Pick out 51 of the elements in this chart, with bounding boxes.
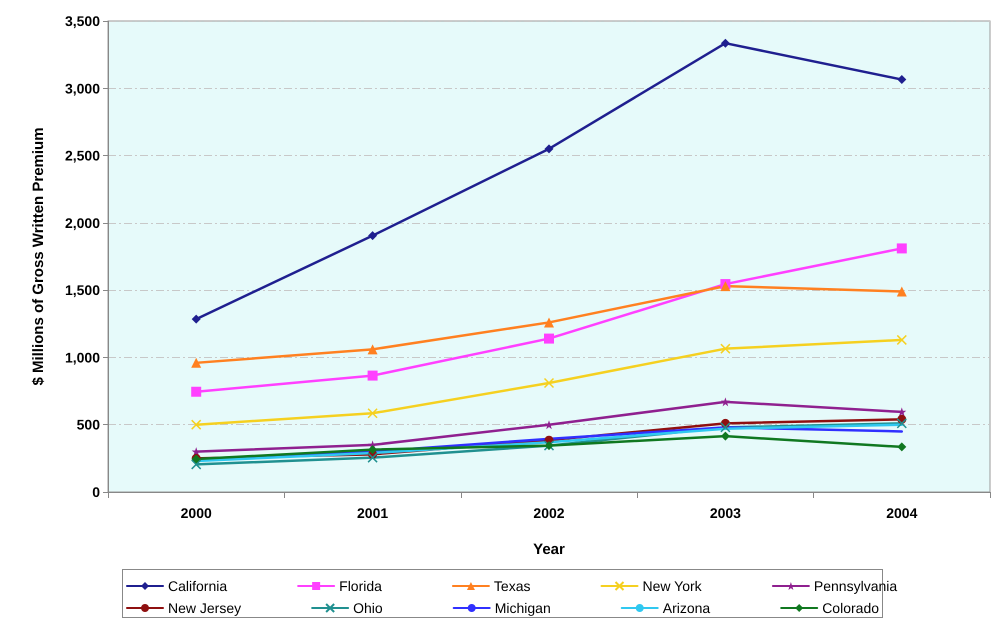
point [544, 378, 554, 388]
x-tick-label: 2004 [886, 505, 918, 521]
y-tick-label: 1,500 [64, 282, 100, 298]
legend-label: New York [642, 578, 703, 594]
point [720, 422, 731, 433]
point [368, 370, 378, 381]
legend-label: Florida [339, 578, 382, 594]
point [368, 445, 378, 454]
point [544, 334, 554, 344]
y-axis-title: $ Millions of Gross Written Premium [30, 127, 47, 386]
point [896, 334, 908, 346]
point [897, 442, 906, 452]
point [190, 459, 202, 470]
point [367, 408, 378, 419]
point [191, 386, 202, 397]
legend-label: Texas [494, 578, 531, 594]
y-tick-label: 2,500 [64, 148, 100, 164]
y-tick-label: 0 [92, 484, 100, 500]
point [544, 317, 554, 328]
y-tick-label: 500 [76, 416, 100, 433]
y-tick-label: 2,000 [64, 214, 100, 231]
legend-label: Colorado [822, 600, 880, 616]
legend-label: Pennsylvania [814, 578, 898, 594]
point [190, 419, 202, 430]
x-axis-title: Year [533, 541, 566, 558]
point [896, 286, 907, 296]
point [368, 344, 378, 354]
legend-label: New Jersey [168, 600, 242, 616]
legend-label: Ohio [353, 600, 383, 616]
point [191, 358, 202, 368]
point [192, 314, 201, 324]
legend-label: Michigan [494, 600, 551, 616]
point [367, 452, 378, 463]
point [720, 432, 730, 441]
legend-label: California [168, 578, 228, 594]
y-tick-label: 1,000 [64, 349, 100, 366]
point [897, 75, 906, 84]
x-tick-label: 2000 [180, 505, 212, 521]
x-tick-label: 2002 [533, 505, 565, 521]
y-tick-label: 3,000 [64, 80, 100, 96]
legend-label: Arizona [662, 600, 710, 616]
point [544, 144, 554, 154]
y-tick-label: 3,500 [64, 13, 100, 29]
x-tick-label: 2001 [357, 505, 388, 521]
point [368, 231, 378, 240]
point [896, 418, 908, 429]
point [720, 38, 730, 48]
x-tick-label: 2003 [710, 505, 742, 521]
point [896, 243, 907, 254]
point [720, 397, 730, 406]
point [720, 343, 731, 354]
